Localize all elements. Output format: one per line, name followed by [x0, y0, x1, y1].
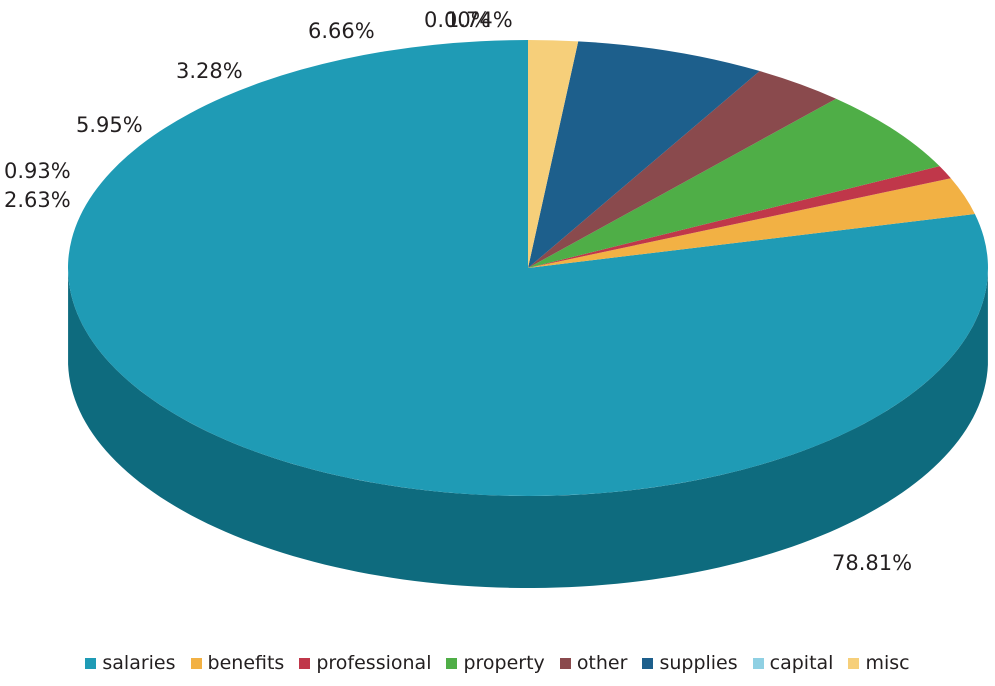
pie-labels: 78.81% 2.63% 0.93%5.95% 3.28% 6.66% 0.00%1.74…	[4, 8, 912, 575]
pie-slice-professional	[528, 166, 951, 268]
legend-item-misc: misc	[848, 652, 910, 674]
pie-slice-misc	[528, 40, 579, 268]
legend-label: benefits	[207, 652, 285, 674]
legend-swatch	[85, 657, 97, 669]
legend-label: salaries	[102, 652, 176, 674]
legend-label: professional	[316, 652, 432, 674]
data-label-professional: 0.93%	[4, 159, 71, 183]
pie-slice-benefits	[528, 178, 975, 268]
data-label-supplies: 6.66%	[308, 19, 375, 43]
legend-item-salaries: salaries	[85, 652, 176, 674]
pie-slice-supplies	[528, 41, 760, 268]
data-label-capital: 0.00%	[424, 8, 491, 32]
legend-swatch	[559, 657, 571, 669]
data-label-misc: 1.74%	[446, 8, 513, 32]
legend-label: other	[576, 652, 628, 674]
pie-side-salaries	[68, 272, 988, 588]
legend-swatch	[299, 657, 311, 669]
pie-chart: 78.81% 2.63% 0.93%5.95% 3.28% 6.66% 0.00%1.74…	[4, 8, 988, 588]
legend-item-property: property	[446, 652, 545, 674]
data-label-other: 3.28%	[176, 59, 243, 83]
legend-label: supplies	[659, 652, 738, 674]
legend-swatch	[446, 657, 458, 669]
legend-label: property	[463, 652, 545, 674]
pie-slice-other	[528, 71, 837, 268]
data-label-property: 5.95%	[76, 113, 143, 137]
legend-swatch	[752, 657, 764, 669]
legend-swatch	[848, 657, 860, 669]
legend-label: capital	[769, 652, 834, 674]
pie-slices	[67, 40, 988, 496]
legend-swatch	[642, 657, 654, 669]
chart-legend: salaries benefits professional property othe…	[0, 652, 995, 674]
legend-item-benefits: benefits	[190, 652, 285, 674]
legend-item-professional: professional	[299, 652, 431, 674]
legend-label: misc	[865, 652, 910, 674]
pie-slice-salaries	[67, 40, 988, 496]
data-label-salaries: 78.81%	[832, 551, 912, 575]
data-label-benefits: 2.63%	[4, 188, 71, 212]
legend-item-capital: capital	[752, 652, 834, 674]
legend-item-supplies: supplies	[642, 652, 738, 674]
pie-slice-property	[528, 98, 940, 268]
legend-item-other: other	[559, 652, 628, 674]
pie-sides	[68, 272, 988, 588]
legend-swatch	[190, 657, 202, 669]
